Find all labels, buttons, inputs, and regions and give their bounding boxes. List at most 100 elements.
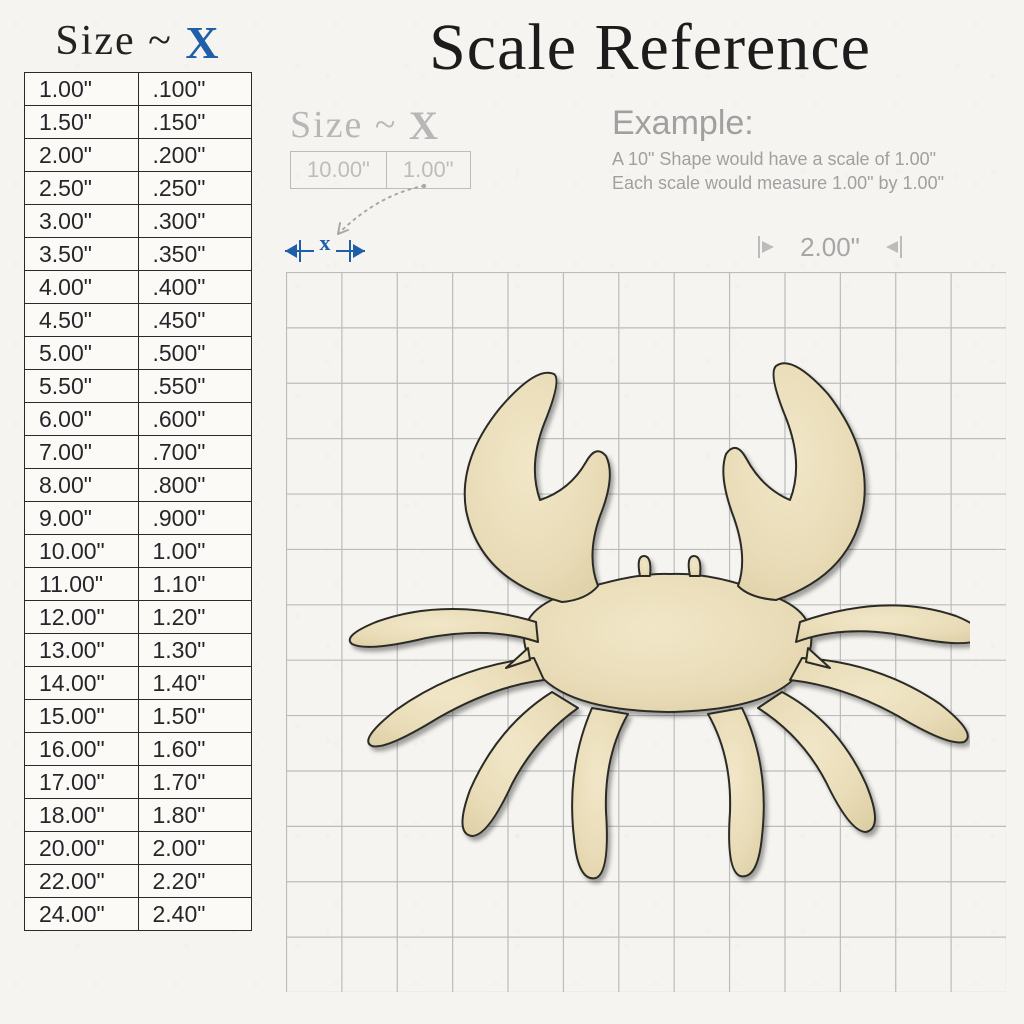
size-cell: 1.50" — [25, 106, 139, 139]
scale-cell: .450" — [138, 304, 252, 337]
example-heading: Example: — [612, 104, 1012, 143]
grid-icon — [286, 272, 1006, 992]
scale-cell: 1.50" — [138, 700, 252, 733]
table-row: 4.50".450" — [25, 304, 252, 337]
scale-cell: .700" — [138, 436, 252, 469]
scale-cell: 1.20" — [138, 601, 252, 634]
scale-cell: .150" — [138, 106, 252, 139]
table-row: 12.00"1.20" — [25, 601, 252, 634]
sample-table: 10.00" 1.00" — [290, 151, 471, 189]
size-cell: 1.00" — [25, 73, 139, 106]
scale-cell: 2.20" — [138, 865, 252, 898]
table-row: 5.50".550" — [25, 370, 252, 403]
table-row: 9.00".900" — [25, 502, 252, 535]
scale-cell: .550" — [138, 370, 252, 403]
size-cell: 5.00" — [25, 337, 139, 370]
page-title: Scale Reference — [300, 10, 1000, 86]
size-cell: 16.00" — [25, 733, 139, 766]
table-row: 11.00"1.10" — [25, 568, 252, 601]
example-line-1: A 10" Shape would have a scale of 1.00" — [612, 147, 1012, 171]
table-row: 17.00"1.70" — [25, 766, 252, 799]
table-row: 13.00"1.30" — [25, 634, 252, 667]
two-inch-marker: 2.00" — [740, 232, 920, 262]
scale-cell: .300" — [138, 205, 252, 238]
scale-cell: .200" — [138, 139, 252, 172]
scale-cell: .400" — [138, 271, 252, 304]
pointer-arrow-icon — [324, 184, 444, 244]
size-cell: 8.00" — [25, 469, 139, 502]
table-row: 14.00"1.40" — [25, 667, 252, 700]
scale-cell: .900" — [138, 502, 252, 535]
size-cell: 24.00" — [25, 898, 139, 931]
table-row: 3.00".300" — [25, 205, 252, 238]
size-cell: 4.50" — [25, 304, 139, 337]
table-row: 18.00"1.80" — [25, 799, 252, 832]
scale-cell: 1.80" — [138, 799, 252, 832]
table-row: 3.50".350" — [25, 238, 252, 271]
size-cell: 14.00" — [25, 667, 139, 700]
sample-block: Size ~ X 10.00" 1.00" — [290, 102, 471, 189]
table-row: 20.00"2.00" — [25, 832, 252, 865]
size-cell: 10.00" — [25, 535, 139, 568]
size-cell: 13.00" — [25, 634, 139, 667]
scale-cell: .800" — [138, 469, 252, 502]
size-cell: 7.00" — [25, 436, 139, 469]
table-row: 1.50".150" — [25, 106, 252, 139]
scale-cell: 1.70" — [138, 766, 252, 799]
size-table: Size ~ X 1.00".100"1.50".150"2.00".200"2… — [24, 20, 252, 931]
scale-cell: 2.40" — [138, 898, 252, 931]
size-table-header: Size ~ X — [24, 20, 252, 66]
size-cell: 9.00" — [25, 502, 139, 535]
example-text: Example: A 10" Shape would have a scale … — [612, 104, 1012, 196]
sample-size-cell: 10.00" — [291, 152, 387, 189]
x-marker-label: x — [314, 230, 336, 256]
example-line-2: Each scale would measure 1.00" by 1.00" — [612, 171, 1012, 195]
table-row: 2.00".200" — [25, 139, 252, 172]
table-row: 4.00".400" — [25, 271, 252, 304]
x-dimension-marker: x — [285, 236, 365, 266]
table-row: 5.00".500" — [25, 337, 252, 370]
two-inch-label: 2.00" — [740, 232, 920, 263]
size-table-grid: 1.00".100"1.50".150"2.00".200"2.50".250"… — [24, 72, 252, 931]
scale-cell: 1.30" — [138, 634, 252, 667]
size-cell: 12.00" — [25, 601, 139, 634]
table-row: 22.00"2.20" — [25, 865, 252, 898]
table-row: 15.00"1.50" — [25, 700, 252, 733]
table-row: 6.00".600" — [25, 403, 252, 436]
size-cell: 18.00" — [25, 799, 139, 832]
sample-title: Size ~ X — [290, 102, 471, 149]
size-cell: 5.50" — [25, 370, 139, 403]
sample-title-x: X — [409, 103, 440, 148]
size-cell: 3.00" — [25, 205, 139, 238]
scale-cell: 1.10" — [138, 568, 252, 601]
size-cell: 4.00" — [25, 271, 139, 304]
size-cell: 15.00" — [25, 700, 139, 733]
size-cell: 20.00" — [25, 832, 139, 865]
table-row: 2.50".250" — [25, 172, 252, 205]
size-cell: 2.00" — [25, 139, 139, 172]
table-row: 24.00"2.40" — [25, 898, 252, 931]
scale-cell: 1.00" — [138, 535, 252, 568]
table-row: 8.00".800" — [25, 469, 252, 502]
size-cell: 22.00" — [25, 865, 139, 898]
size-cell: 3.50" — [25, 238, 139, 271]
sample-scale-cell: 1.00" — [386, 152, 470, 189]
size-cell: 11.00" — [25, 568, 139, 601]
table-row: 10.00"1.00" — [25, 535, 252, 568]
scale-cell: .500" — [138, 337, 252, 370]
size-cell: 2.50" — [25, 172, 139, 205]
size-table-header-x: X — [185, 17, 220, 68]
table-row: 7.00".700" — [25, 436, 252, 469]
sample-title-prefix: Size ~ — [290, 104, 397, 146]
scale-cell: .600" — [138, 403, 252, 436]
scale-grid — [286, 272, 1006, 992]
size-cell: 17.00" — [25, 766, 139, 799]
scale-cell: .350" — [138, 238, 252, 271]
scale-cell: 1.40" — [138, 667, 252, 700]
table-row: 1.00".100" — [25, 73, 252, 106]
scale-cell: .250" — [138, 172, 252, 205]
scale-cell: 2.00" — [138, 832, 252, 865]
scale-cell: 1.60" — [138, 733, 252, 766]
table-row: 16.00"1.60" — [25, 733, 252, 766]
scale-cell: .100" — [138, 73, 252, 106]
